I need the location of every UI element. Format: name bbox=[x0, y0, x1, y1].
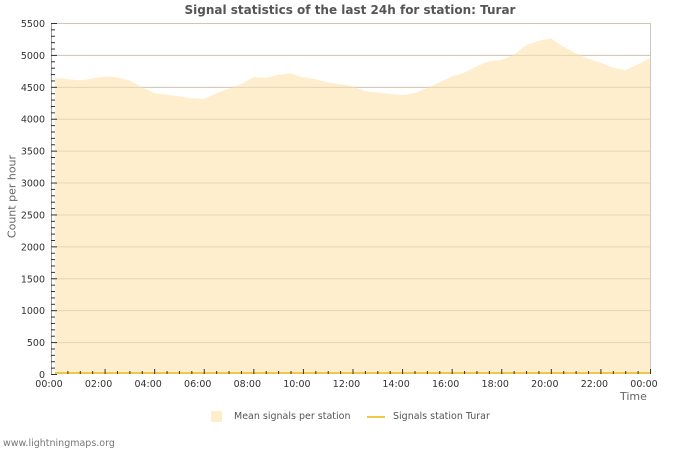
svg-text:3500: 3500 bbox=[21, 147, 45, 158]
svg-text:2000: 2000 bbox=[21, 242, 45, 253]
chart-title: Signal statistics of the last 24h for st… bbox=[184, 3, 516, 17]
svg-text:00:00: 00:00 bbox=[630, 379, 657, 390]
svg-text:1000: 1000 bbox=[21, 306, 45, 317]
svg-text:00:00: 00:00 bbox=[35, 379, 62, 390]
mean-signals-area bbox=[55, 23, 650, 374]
svg-text:16:00: 16:00 bbox=[432, 379, 459, 390]
x-axis-label: Time bbox=[620, 390, 647, 403]
svg-text:18:00: 18:00 bbox=[482, 379, 509, 390]
footer-link[interactable]: www.lightningmaps.org bbox=[3, 438, 115, 449]
svg-text:04:00: 04:00 bbox=[134, 379, 161, 390]
legend-label-mean: Mean signals per station bbox=[234, 411, 351, 422]
svg-text:4000: 4000 bbox=[21, 115, 45, 126]
svg-text:4500: 4500 bbox=[21, 83, 45, 94]
axes: 0 500 1000 1500 2000 2500 3000 3500 4000 4500 5000… bbox=[21, 19, 658, 390]
svg-text:500: 500 bbox=[27, 338, 45, 349]
svg-text:02:00: 02:00 bbox=[85, 379, 112, 390]
svg-text:20:00: 20:00 bbox=[531, 379, 558, 390]
svg-text:22:00: 22:00 bbox=[581, 379, 608, 390]
svg-text:0: 0 bbox=[39, 370, 45, 381]
legend-label-station: Signals station Turar bbox=[393, 411, 490, 422]
svg-text:5000: 5000 bbox=[21, 51, 45, 62]
station-line-icon bbox=[367, 415, 385, 418]
svg-text:1500: 1500 bbox=[21, 274, 45, 285]
svg-text:10:00: 10:00 bbox=[283, 379, 310, 390]
svg-text:06:00: 06:00 bbox=[184, 379, 211, 390]
svg-text:3000: 3000 bbox=[21, 179, 45, 190]
legend-item-station[interactable]: Signals station Turar bbox=[367, 411, 490, 422]
svg-text:08:00: 08:00 bbox=[234, 379, 261, 390]
mean-swatch-icon bbox=[211, 411, 222, 422]
legend-item-mean[interactable]: Mean signals per station bbox=[211, 411, 350, 422]
svg-text:14:00: 14:00 bbox=[382, 379, 409, 390]
svg-text:2500: 2500 bbox=[21, 210, 45, 221]
y-axis-label: Count per hour bbox=[5, 154, 19, 239]
svg-text:5500: 5500 bbox=[21, 19, 45, 30]
svg-text:12:00: 12:00 bbox=[333, 379, 360, 390]
